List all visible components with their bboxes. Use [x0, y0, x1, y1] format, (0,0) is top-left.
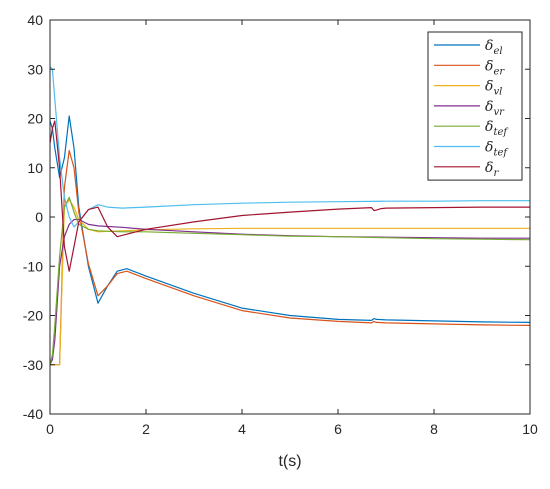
- y-tick-label: 20: [27, 111, 43, 127]
- legend-entry-1: δer: [485, 58, 505, 77]
- y-tick-label: -40: [23, 406, 43, 422]
- y-tick-label: 30: [27, 61, 43, 77]
- x-tick-label: 8: [430, 421, 438, 437]
- x-tick-label: 0: [46, 421, 54, 437]
- y-tick-label: -30: [23, 357, 43, 373]
- legend-entry-6: δr: [485, 160, 499, 179]
- x-axis-label: t(s): [278, 453, 301, 470]
- series-line-0: [49, 115, 531, 323]
- x-tick-label: 6: [334, 421, 342, 437]
- series-line-1: [50, 149, 531, 366]
- x-tick-label: 10: [522, 421, 538, 437]
- y-tick-label: -20: [23, 308, 43, 324]
- series-layer: [49, 66, 531, 366]
- axes-layer: 0 2 4 6 8 10 -40 -30 -20 -10 0 10 20 30 40: [23, 12, 538, 437]
- y-tick-label: -10: [23, 258, 43, 274]
- series-line-4: [49, 196, 531, 365]
- y-tick-label: 10: [27, 160, 43, 176]
- series-line-6: [49, 120, 530, 272]
- legend-entry-2: δvl: [485, 79, 502, 98]
- x-tick-label: 4: [238, 421, 246, 437]
- legend-entry-4: δtef: [485, 119, 509, 138]
- series-line-5: [49, 66, 530, 228]
- x-tick-label: 2: [142, 421, 150, 437]
- legend-entry-5: δtef: [485, 140, 509, 159]
- legend-entry-0: δel: [485, 38, 503, 57]
- y-tick-label: 40: [27, 12, 43, 28]
- y-tick-label: 0: [35, 209, 43, 225]
- legend-entry-3: δvr: [485, 99, 505, 118]
